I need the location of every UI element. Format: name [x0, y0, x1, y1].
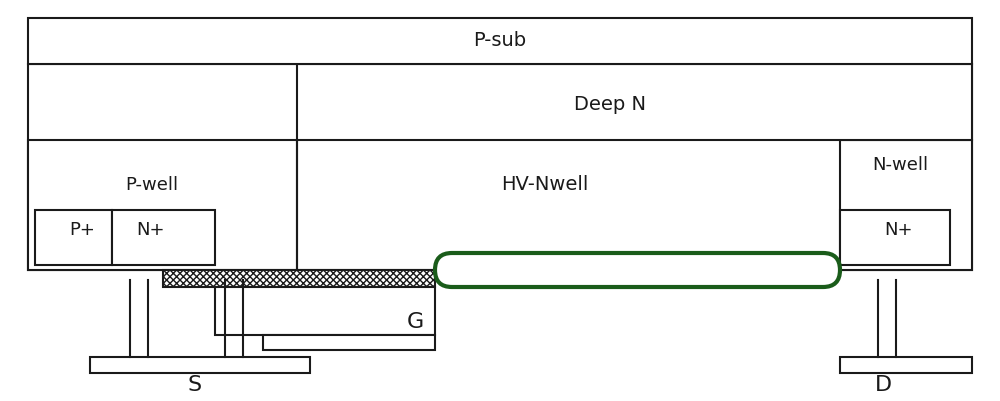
Bar	[215, 287, 435, 335]
Text: HV-Nwell: HV-Nwell	[501, 176, 589, 194]
Bar	[263, 335, 435, 350]
Bar	[163, 270, 435, 287]
Bar	[840, 140, 972, 270]
Text: N-well: N-well	[872, 156, 928, 174]
Text: N+: N+	[884, 221, 912, 239]
FancyBboxPatch shape	[435, 253, 840, 287]
Text: N+: N+	[136, 221, 164, 239]
Text: P+: P+	[69, 221, 95, 239]
Text: S: S	[188, 375, 202, 395]
Bar	[112, 210, 215, 265]
Bar	[35, 210, 112, 265]
Text: G: G	[406, 312, 424, 332]
Text: P-well: P-well	[125, 176, 179, 194]
Text: D: D	[874, 375, 892, 395]
Bar	[90, 357, 310, 373]
Bar	[840, 357, 972, 373]
Bar	[297, 64, 972, 140]
Bar	[28, 64, 972, 270]
Text: P-sub: P-sub	[473, 30, 527, 49]
Bar	[28, 140, 297, 270]
Bar	[840, 210, 950, 265]
Text: Deep N: Deep N	[574, 95, 646, 115]
Bar	[28, 18, 972, 64]
